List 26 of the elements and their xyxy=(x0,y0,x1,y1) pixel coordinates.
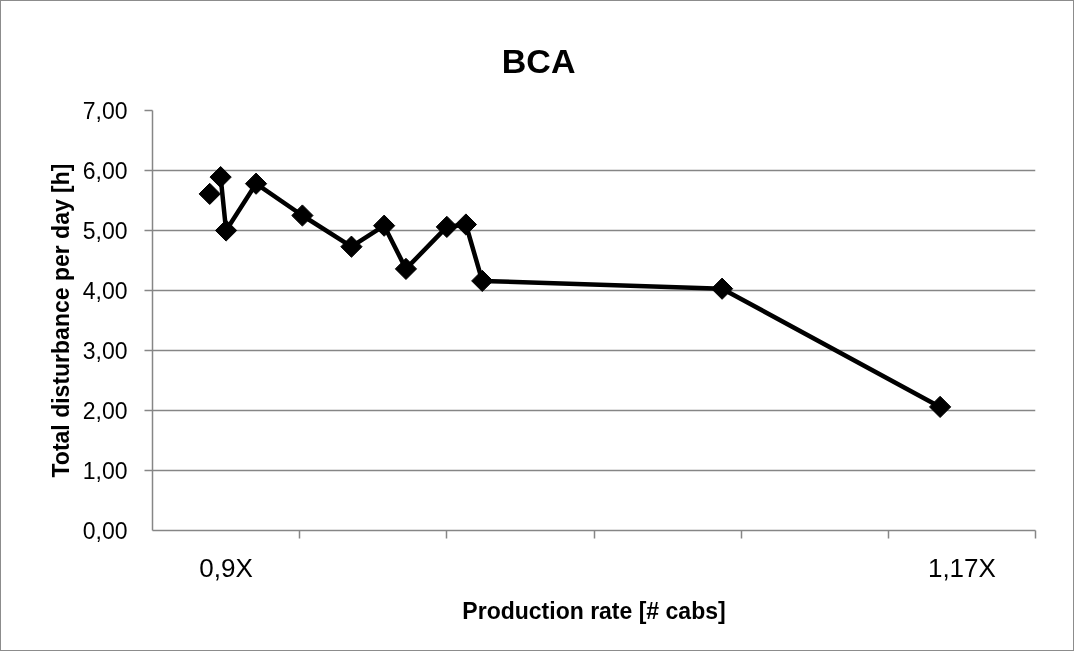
point xyxy=(454,213,478,236)
y-tick-label: 3,00 xyxy=(82,338,128,364)
point xyxy=(214,219,238,242)
y-tick-label: 5,00 xyxy=(82,218,128,244)
y-tick-label: 1,00 xyxy=(82,458,128,484)
y-tick-label: 4,00 xyxy=(82,278,128,304)
point xyxy=(373,214,396,237)
y-tick-label: 6,00 xyxy=(82,158,128,184)
x-axis-title: Production rate [# cabs] xyxy=(462,597,726,624)
point xyxy=(291,204,314,227)
point xyxy=(340,235,363,258)
y-axis-title: Total disturbance per day [h] xyxy=(47,163,74,478)
y-tick-label: 0,00 xyxy=(82,518,128,544)
point xyxy=(209,165,232,189)
point xyxy=(710,277,734,300)
point xyxy=(929,395,952,419)
x-tick-label: 1,17X xyxy=(927,552,996,583)
point xyxy=(244,172,268,195)
y-tick-label: 2,00 xyxy=(82,398,128,424)
point xyxy=(435,215,458,239)
point xyxy=(471,269,494,293)
point xyxy=(198,182,221,206)
chart-title: BCA xyxy=(501,41,576,80)
point xyxy=(394,257,418,281)
y-tick-label: 7,00 xyxy=(82,98,128,124)
x-tick-label: 0,9X xyxy=(199,552,253,583)
